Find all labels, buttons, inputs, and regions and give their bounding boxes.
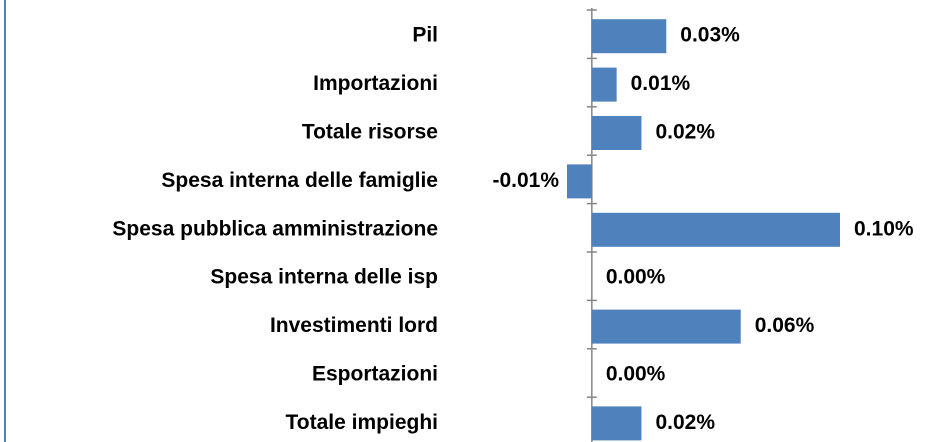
category-label: Totale risorse: [302, 121, 438, 144]
bar: [591, 67, 617, 102]
bar: [591, 116, 642, 150]
category-label: Spesa interna delle isp: [210, 266, 438, 289]
category-label: Spesa interna delle famiglie: [161, 169, 438, 192]
category-label: Pil: [412, 24, 438, 47]
bar: [591, 309, 741, 344]
category-label: Spesa pubblica amministrazione: [112, 217, 438, 240]
bar: [567, 164, 592, 199]
bar: [591, 212, 840, 247]
value-label: 0.01%: [631, 72, 691, 95]
category-label: Esportazioni: [312, 363, 438, 386]
category-label: Totale impieghi: [286, 411, 438, 434]
value-label: -0.01%: [492, 169, 559, 192]
category-label: Investimenti lord: [270, 314, 438, 337]
value-label: 0.06%: [755, 314, 815, 337]
value-label: 0.00%: [606, 266, 666, 289]
bar: [591, 406, 642, 441]
bar: [591, 19, 667, 54]
value-label: 0.02%: [655, 411, 715, 434]
value-label: 0.10%: [854, 217, 914, 240]
value-label: 0.00%: [606, 363, 666, 386]
value-label: 0.03%: [680, 24, 740, 47]
value-label: 0.02%: [655, 121, 715, 144]
category-label: Importazioni: [313, 72, 438, 95]
